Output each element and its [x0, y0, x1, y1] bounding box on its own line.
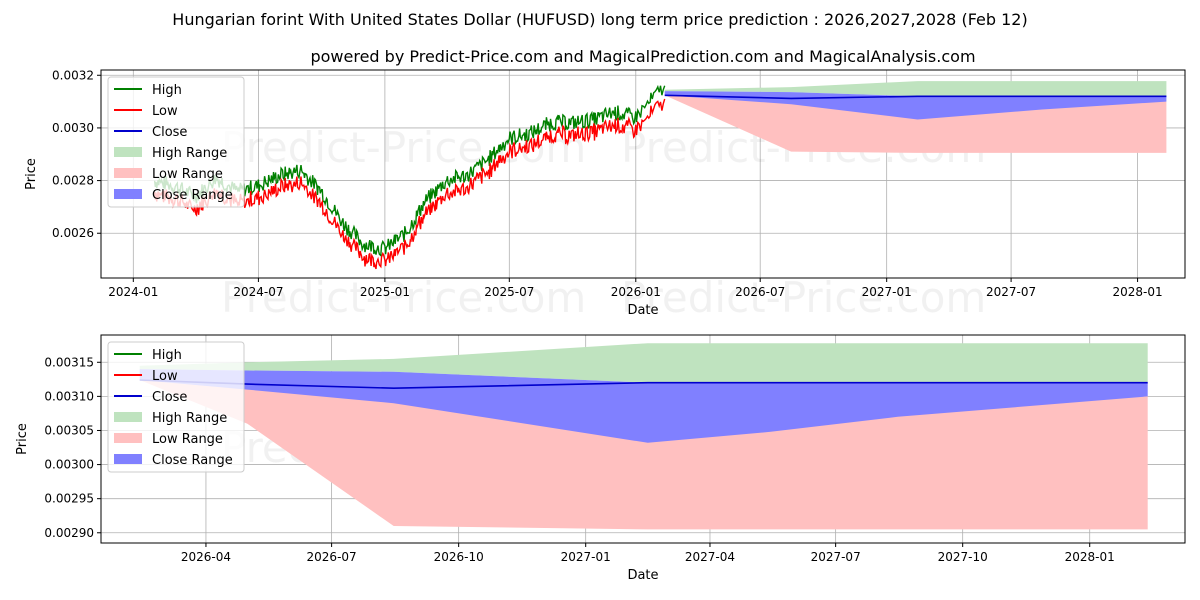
legend: High Low Close High Range Low Range Close Ran…: [107, 341, 245, 473]
x-tick-label: 2024-07: [233, 285, 283, 299]
x-axis-label: Date: [627, 303, 658, 318]
high-range-band: [139, 343, 1148, 383]
legend-label: High: [152, 348, 182, 363]
chart-subtitle: powered by Predict-Price.com and Magical…: [310, 47, 975, 66]
plot-area: [139, 343, 1148, 530]
x-tick-label: 2026-07: [307, 550, 357, 564]
close-line: [139, 379, 1148, 390]
legend-swatch: [114, 189, 142, 199]
low-range-band: [664, 95, 1167, 153]
watermark: Predict-Price.com: [621, 273, 986, 322]
legend-label: Low: [152, 104, 178, 119]
legend-label: High: [152, 83, 182, 98]
legend-swatch: [114, 168, 142, 178]
close-line: [664, 94, 1167, 100]
legend-label: Close Range: [152, 188, 233, 203]
legend-swatch: [114, 412, 142, 422]
y-tick-label: 0.00315: [44, 355, 94, 369]
y-tick-label: 0.0032: [52, 68, 94, 82]
x-tick-label: 2026-10: [434, 550, 484, 564]
y-tick-label: 0.00290: [44, 526, 94, 540]
legend-label: Low Range: [152, 432, 223, 447]
chart-title: Hungarian forint With United States Doll…: [172, 10, 1027, 29]
y-tick-label: 0.00295: [44, 492, 94, 506]
legend-swatch: [114, 433, 142, 443]
y-tick-label: 0.00310: [44, 389, 94, 403]
x-tick-label: 2026-01: [611, 285, 661, 299]
x-axis-label: Date: [627, 568, 658, 583]
y-tick-label: 0.0026: [52, 226, 94, 240]
forecast-detail-panel: 2026-04 2026-07 2026-10 2027-01 2027-04 2027-…: [15, 334, 1186, 583]
legend-label: Close Range: [152, 453, 233, 468]
x-tick-label: 2028-01: [1113, 285, 1163, 299]
y-tick-label: 0.0030: [52, 121, 94, 135]
x-tick-label: 2026-04: [181, 550, 231, 564]
y-tick-label: 0.00305: [44, 423, 94, 437]
axes-frame: [100, 69, 1186, 279]
y-axis-label: Price: [24, 158, 39, 190]
legend-label: Low: [152, 369, 178, 384]
x-tick-label: 2024-01: [108, 285, 158, 299]
axes-frame: [100, 334, 1186, 544]
low-range-band: [139, 380, 1148, 530]
legend-swatch: [114, 454, 142, 464]
legend-label: High Range: [152, 146, 227, 161]
legend-label: Close: [152, 390, 187, 405]
overview-panel: 2024-01 2024-07 2025-01 2025-07 2026-01 2026-…: [24, 68, 1186, 322]
plot-area: [153, 81, 1167, 270]
x-tick-label: 2028-01: [1065, 550, 1115, 564]
x-tick-label: 2026-07: [735, 285, 785, 299]
y-axis-label: Price: [15, 423, 30, 455]
y-tick-label: 0.00300: [44, 458, 94, 472]
x-tick-label: 2027-07: [811, 550, 861, 564]
x-tick-label: 2027-04: [685, 550, 735, 564]
high-range-band: [664, 81, 1167, 97]
x-tick-label: 2027-01: [561, 550, 611, 564]
y-tick-label: 0.0028: [52, 174, 94, 188]
x-tick-label: 2025-07: [484, 285, 534, 299]
legend-label: Close: [152, 125, 187, 140]
x-tick-label: 2027-01: [862, 285, 912, 299]
legend-label: Low Range: [152, 167, 223, 182]
x-tick-label: 2025-01: [360, 285, 410, 299]
x-tick-label: 2027-07: [986, 285, 1036, 299]
legend-swatch: [114, 147, 142, 157]
x-tick-label: 2027-10: [938, 550, 988, 564]
legend-label: High Range: [152, 411, 227, 426]
legend: High Low Close High Range Low Range Close Ran…: [107, 76, 245, 208]
watermark: Predict-Price.com: [221, 273, 586, 322]
